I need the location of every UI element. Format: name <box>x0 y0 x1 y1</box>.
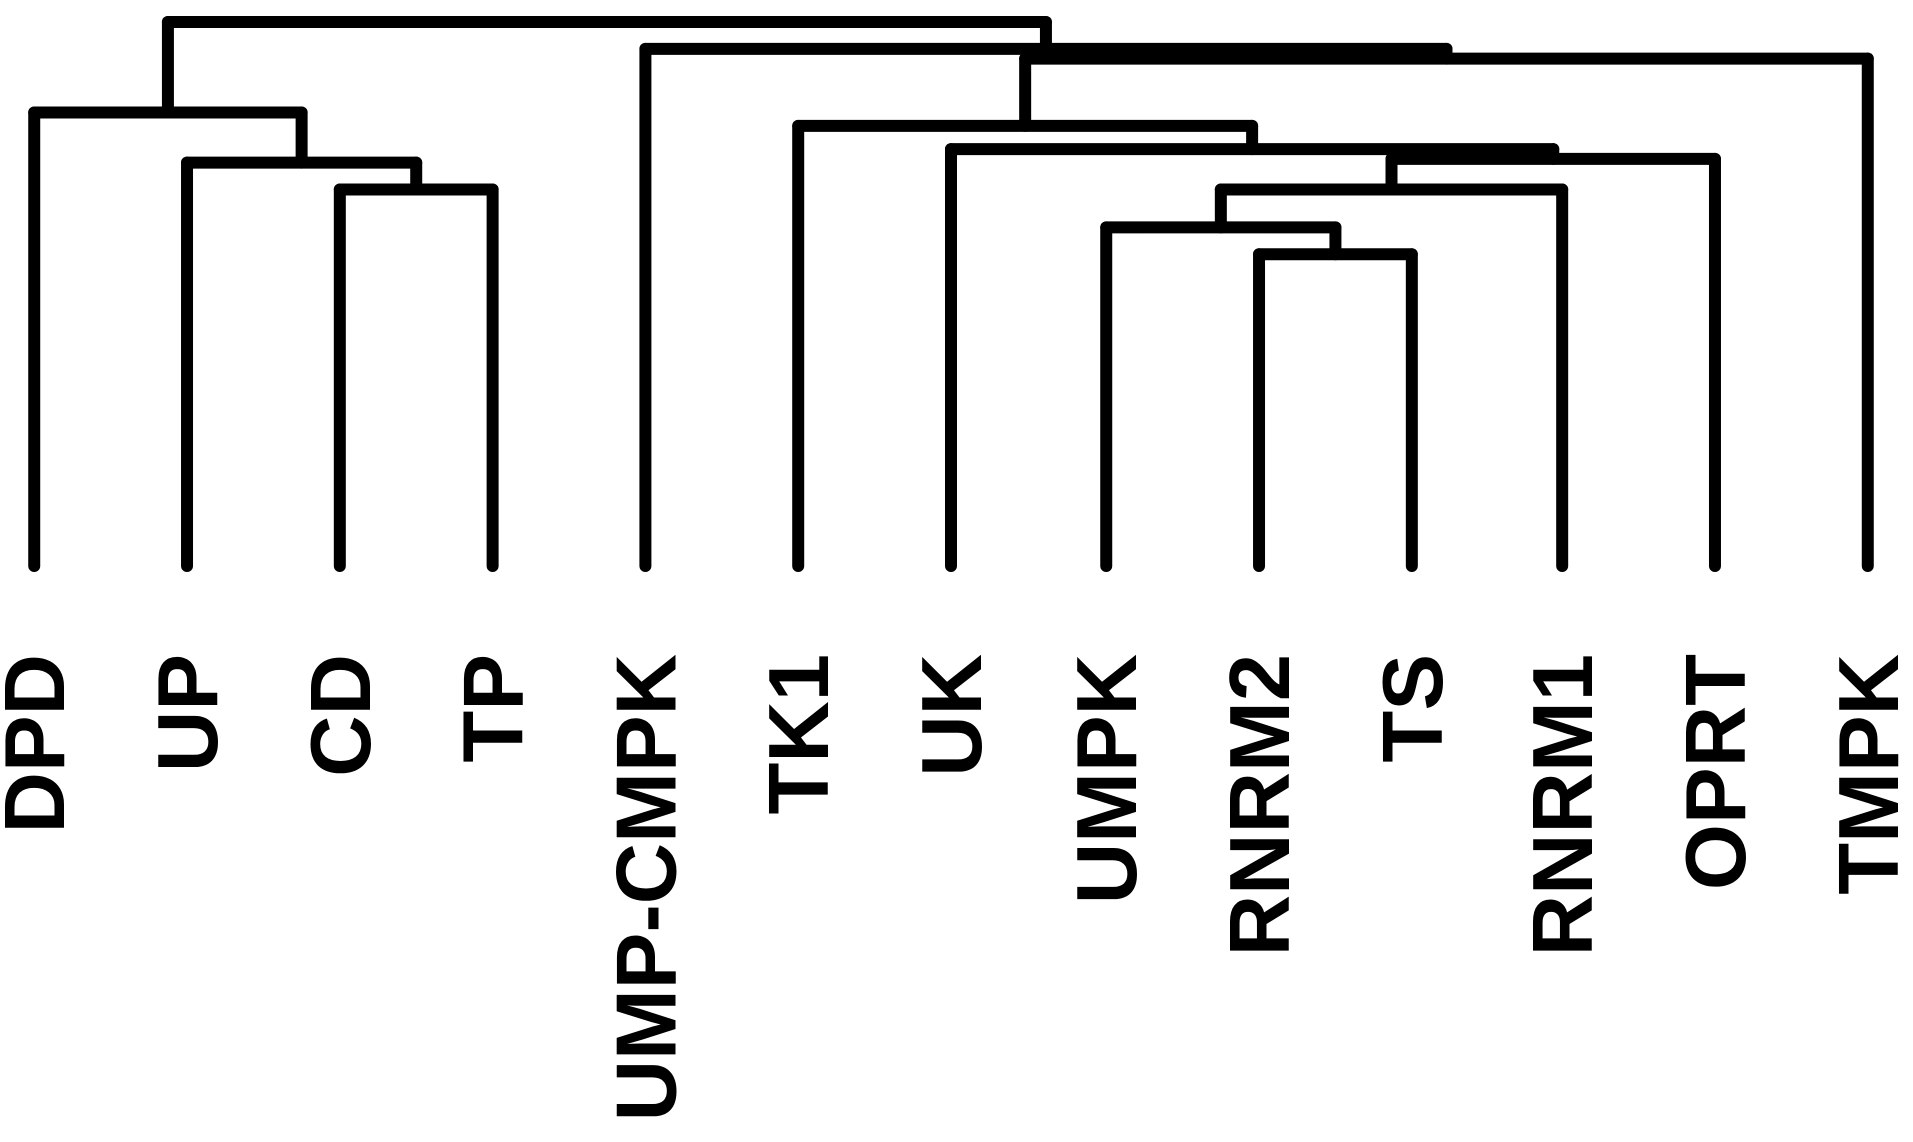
leaf-label: UMPK <box>1060 654 1155 904</box>
leaf-label: TP <box>447 654 542 763</box>
leaf-label: UMP-CMPK <box>599 654 694 1121</box>
leaf-label: RNRM1 <box>1516 654 1611 956</box>
leaf-label: TK1 <box>752 654 847 815</box>
leaf-label: UK <box>905 654 1000 777</box>
leaf-label: RNRM2 <box>1213 654 1308 956</box>
leaf-label: DPD <box>0 654 83 833</box>
leaf-label: OPRT <box>1669 654 1764 890</box>
leaf-label: TS <box>1366 654 1461 763</box>
leaf-label: UP <box>141 654 236 772</box>
leaf-label: TMPK <box>1822 654 1913 895</box>
leaf-label: CD <box>294 654 389 777</box>
